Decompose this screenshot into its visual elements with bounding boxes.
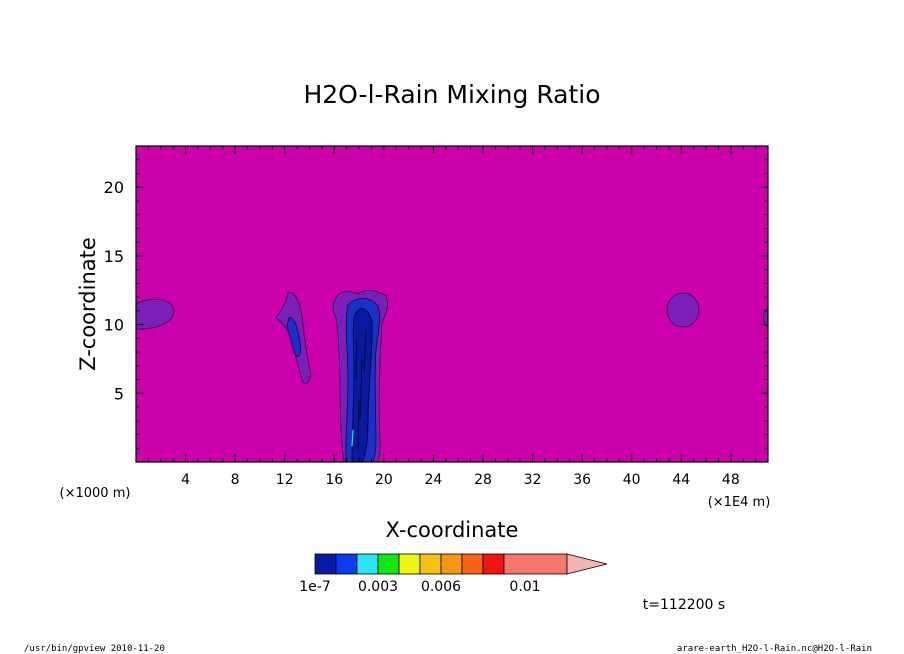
colorbar-swatch [419, 553, 442, 575]
y-axis-ticks: 5 10 15 20 [104, 159, 768, 449]
colorbar-swatch [503, 553, 568, 575]
plot-background [136, 146, 768, 462]
colorbar-tick-label: 0.01 [509, 579, 540, 595]
chart-title: H2O-l-Rain Mixing Ratio [303, 80, 600, 109]
y-tick-label: 20 [104, 178, 124, 197]
colorbar-labels: 1e-7 0.003 0.006 0.01 [299, 579, 540, 595]
footer-right: arare-earth_H2O-l-Rain.nc@H2O-l-Rain [677, 644, 872, 654]
plot-frame [135, 145, 769, 463]
x-tick-label: 16 [325, 472, 343, 488]
y-tick-label: 10 [104, 316, 124, 335]
x-tick-label: 28 [474, 472, 492, 488]
y-tick-label: 15 [104, 247, 124, 266]
x-axis-ticks: 4 8 12 16 20 24 28 32 36 40 44 48 [147, 146, 757, 488]
x-tick-label: 32 [524, 472, 542, 488]
x-tick-label: 20 [375, 472, 393, 488]
x-unit-right: (×1E4 m) [708, 495, 771, 510]
x-tick-label: 36 [573, 472, 591, 488]
colorbar-swatch [398, 553, 421, 575]
time-label: t=112200 s [643, 597, 725, 613]
x-tick-label: 44 [672, 472, 690, 488]
blob-right [666, 292, 700, 328]
x-axis-label: X-coordinate [386, 518, 519, 542]
x-tick-label: 24 [424, 472, 442, 488]
colorbar-swatch [377, 553, 400, 575]
y-axis-label: Z-coordinate [76, 237, 100, 371]
colorbar-swatch [440, 553, 463, 575]
main-plume-highlight [351, 429, 354, 447]
colorbar-swatch [482, 553, 505, 575]
x-tick-label: 40 [623, 472, 641, 488]
colorbar-swatch [314, 553, 337, 575]
colorbar-swatch [356, 553, 379, 575]
blob-left [135, 298, 175, 330]
colorbar-tick-label: 0.003 [358, 579, 398, 595]
colorbar [314, 553, 608, 575]
small-plume-inner [286, 317, 302, 357]
x-tick-label: 8 [231, 472, 240, 488]
colorbar-arrow [566, 553, 608, 575]
colorbar-tick-label: 1e-7 [299, 579, 330, 595]
x-tick-label: 4 [181, 472, 190, 488]
colorbar-swatch [461, 553, 484, 575]
y-tick-label: 5 [114, 384, 124, 403]
x-tick-label: 12 [276, 472, 294, 488]
colorbar-tick-label: 0.006 [421, 579, 461, 595]
x-unit-left: (×1000 m) [60, 486, 131, 501]
x-tick-label: 48 [722, 472, 740, 488]
main-plume-streaks [355, 329, 367, 451]
footer-left: /usr/bin/gpview 2010-11-20 [24, 644, 165, 654]
colorbar-swatch [335, 553, 358, 575]
